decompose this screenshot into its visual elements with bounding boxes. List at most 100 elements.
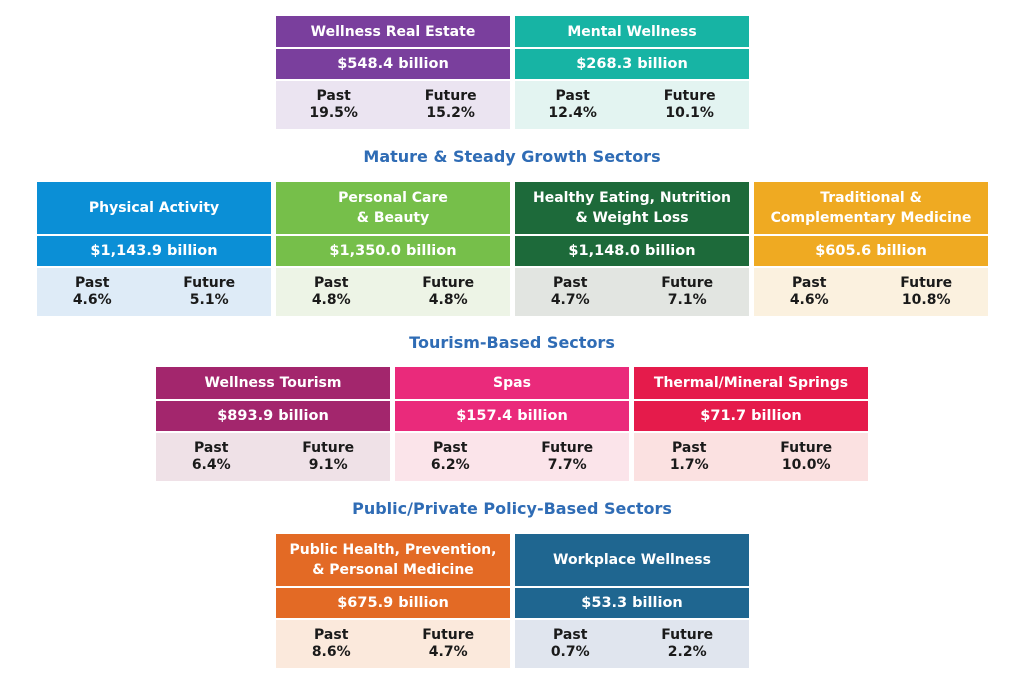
- future-label: Future: [422, 627, 475, 643]
- past-growth: Past 12.4%: [548, 88, 597, 122]
- past-label: Past: [314, 627, 349, 643]
- sector-title: Wellness Tourism: [156, 367, 390, 399]
- future-value: 4.8%: [428, 292, 468, 308]
- past-value: 6.4%: [191, 457, 231, 473]
- sector-title: Mental Wellness: [515, 16, 749, 47]
- future-label: Future: [302, 440, 355, 456]
- section-heading: Mature & Steady Growth Sectors: [363, 147, 661, 166]
- future-growth: Future 10.1%: [664, 88, 716, 122]
- sector-card: Workplace Wellness $53.3 billion Past 0.…: [515, 534, 749, 668]
- future-growth: Future 2.2%: [661, 627, 713, 661]
- sector-card: Healthy Eating, Nutrition & Weight Loss …: [515, 182, 749, 316]
- future-value: 10.8%: [901, 292, 951, 308]
- past-label: Past: [75, 275, 110, 291]
- sector-card: Spas $157.4 billion Past 6.2% Future 7.7…: [395, 367, 629, 481]
- past-growth: Past 4.7%: [551, 275, 590, 309]
- future-label: Future: [424, 88, 477, 104]
- sector-value: $893.9 billion: [156, 401, 390, 431]
- sector-growth: Past 4.6% Future 10.8%: [754, 268, 988, 316]
- sector-growth: Past 4.7% Future 7.1%: [515, 268, 749, 316]
- future-label: Future: [663, 88, 716, 104]
- past-growth: Past 4.6%: [790, 275, 829, 309]
- sector-growth: Past 19.5% Future 15.2%: [276, 81, 510, 129]
- future-label: Future: [541, 440, 594, 456]
- future-growth: Future 9.1%: [302, 440, 354, 474]
- sector-card: Wellness Tourism $893.9 billion Past 6.4…: [156, 367, 390, 481]
- past-label: Past: [194, 440, 229, 456]
- future-value: 10.1%: [665, 105, 714, 121]
- sector-title: Traditional & Complementary Medicine: [754, 182, 988, 234]
- future-value: 9.1%: [308, 457, 348, 473]
- sector-title: Physical Activity: [37, 182, 271, 234]
- future-growth: Future 7.7%: [541, 440, 593, 474]
- future-label: Future: [900, 275, 953, 291]
- past-value: 0.7%: [550, 644, 590, 660]
- sector-value: $268.3 billion: [515, 49, 749, 79]
- sector-growth: Past 6.2% Future 7.7%: [395, 433, 629, 481]
- past-growth: Past 4.6%: [73, 275, 112, 309]
- future-growth: Future 10.8%: [900, 275, 952, 309]
- past-value: 12.4%: [548, 105, 597, 121]
- past-growth: Past 4.8%: [312, 275, 351, 309]
- past-label: Past: [316, 88, 351, 104]
- sector-row: Wellness Tourism $893.9 billion Past 6.4…: [156, 367, 868, 481]
- sector-title: Spas: [395, 367, 629, 399]
- sector-value: $675.9 billion: [276, 588, 510, 618]
- section-heading: Public/Private Policy-Based Sectors: [352, 499, 672, 518]
- future-label: Future: [780, 440, 833, 456]
- future-label: Future: [183, 275, 236, 291]
- future-value: 7.7%: [547, 457, 587, 473]
- future-growth: Future 15.2%: [425, 88, 477, 122]
- sector-title: Public Health, Prevention, & Personal Me…: [276, 534, 510, 586]
- past-value: 4.6%: [789, 292, 829, 308]
- sector-value: $53.3 billion: [515, 588, 749, 618]
- future-value: 10.0%: [781, 457, 831, 473]
- past-value: 1.7%: [669, 457, 709, 473]
- sector-title: Personal Care & Beauty: [276, 182, 510, 234]
- sector-value: $1,143.9 billion: [37, 236, 271, 266]
- past-growth: Past 6.2%: [431, 440, 470, 474]
- past-label: Past: [553, 627, 588, 643]
- past-growth: Past 6.4%: [192, 440, 231, 474]
- sector-row: Public Health, Prevention, & Personal Me…: [276, 534, 749, 668]
- future-label: Future: [661, 275, 714, 291]
- sector-card: Personal Care & Beauty $1,350.0 billion …: [276, 182, 510, 316]
- sector-value: $605.6 billion: [754, 236, 988, 266]
- sector-card: Public Health, Prevention, & Personal Me…: [276, 534, 510, 668]
- sector-title: Healthy Eating, Nutrition & Weight Loss: [515, 182, 749, 234]
- sector-card: Physical Activity $1,143.9 billion Past …: [37, 182, 271, 316]
- future-growth: Future 10.0%: [780, 440, 832, 474]
- sector-title: Workplace Wellness: [515, 534, 749, 586]
- future-growth: Future 4.8%: [422, 275, 474, 309]
- past-label: Past: [792, 275, 827, 291]
- future-value: 15.2%: [426, 105, 475, 121]
- past-label: Past: [672, 440, 707, 456]
- sector-growth: Past 1.7% Future 10.0%: [634, 433, 868, 481]
- future-growth: Future 4.7%: [422, 627, 474, 661]
- sector-growth: Past 8.6% Future 4.7%: [276, 620, 510, 668]
- sector-card: Traditional & Complementary Medicine $60…: [754, 182, 988, 316]
- past-label: Past: [553, 275, 588, 291]
- sector-growth: Past 0.7% Future 2.2%: [515, 620, 749, 668]
- future-label: Future: [422, 275, 475, 291]
- past-value: 4.8%: [311, 292, 351, 308]
- sector-value: $157.4 billion: [395, 401, 629, 431]
- past-label: Past: [314, 275, 349, 291]
- past-value: 4.7%: [550, 292, 590, 308]
- future-value: 7.1%: [667, 292, 707, 308]
- future-label: Future: [661, 627, 714, 643]
- sector-card: Wellness Real Estate $548.4 billion Past…: [276, 16, 510, 129]
- sector-growth: Past 4.8% Future 4.8%: [276, 268, 510, 316]
- sector-row: Wellness Real Estate $548.4 billion Past…: [276, 16, 749, 129]
- future-value: 2.2%: [667, 644, 707, 660]
- past-growth: Past 1.7%: [670, 440, 709, 474]
- sector-card: Thermal/Mineral Springs $71.7 billion Pa…: [634, 367, 868, 481]
- sector-row: Physical Activity $1,143.9 billion Past …: [37, 182, 988, 316]
- sector-title: Wellness Real Estate: [276, 16, 510, 47]
- sector-card: Mental Wellness $268.3 billion Past 12.4…: [515, 16, 749, 129]
- past-growth: Past 0.7%: [551, 627, 590, 661]
- section-heading: Tourism-Based Sectors: [409, 333, 615, 352]
- future-value: 4.7%: [428, 644, 468, 660]
- past-growth: Past 19.5%: [309, 88, 358, 122]
- past-label: Past: [433, 440, 468, 456]
